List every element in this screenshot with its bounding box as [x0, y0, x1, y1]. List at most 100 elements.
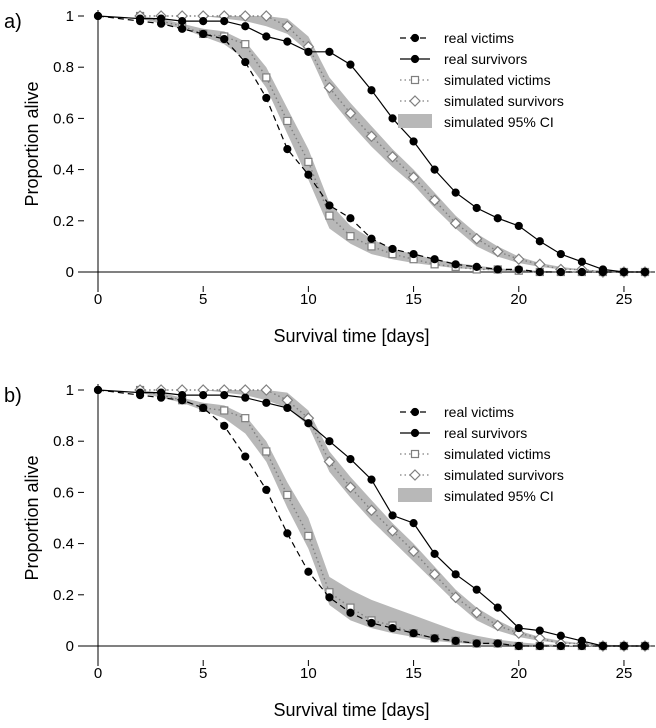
data-point: [346, 232, 355, 241]
data-point: [199, 403, 208, 413]
data-point: [260, 384, 273, 396]
data-point: [283, 116, 292, 126]
x-tick-label: 20: [510, 291, 527, 308]
data-point: [262, 485, 271, 494]
data-point: [367, 618, 376, 628]
data-point: [493, 603, 502, 612]
data-point: [178, 24, 187, 33]
data-point: [514, 265, 523, 274]
y-tick-label: 0.8: [53, 59, 74, 76]
legend-label: simulated survivors: [444, 93, 564, 109]
x-tick-label: 15: [405, 665, 422, 682]
data-point: [407, 171, 420, 184]
data-point: [451, 260, 460, 269]
data-point: [262, 73, 271, 82]
data-point: [533, 258, 546, 271]
data-point: [241, 22, 250, 31]
data-point: [241, 452, 250, 461]
data-point: [491, 619, 504, 632]
series-line: [139, 15, 645, 273]
x-tick-label: 0: [94, 291, 102, 308]
data-point: [325, 47, 334, 56]
y-tick-label: 1: [66, 382, 74, 399]
data-point: [472, 203, 481, 213]
series-line: [140, 15, 645, 273]
data-point: [283, 403, 292, 413]
data-point: [346, 214, 355, 223]
data-point: [283, 529, 292, 538]
data-point: [493, 265, 502, 274]
data-point: [367, 475, 376, 484]
data-point: [262, 32, 271, 41]
data-point: [388, 244, 397, 254]
x-tick-label: 0: [94, 665, 102, 682]
legend-label: simulated 95% CI: [444, 488, 554, 504]
data-point: [367, 234, 376, 243]
data-point: [409, 95, 421, 107]
data-point: [346, 608, 355, 617]
data-point: [157, 14, 166, 23]
data-point: [410, 75, 420, 85]
legend: real victims real survivors simulated vict…: [398, 30, 564, 130]
data-point: [619, 641, 629, 651]
data-point: [241, 40, 250, 49]
data-point: [430, 165, 439, 174]
data-point: [283, 490, 292, 500]
data-point: [451, 636, 460, 645]
data-point: [199, 391, 208, 400]
data-point: [598, 641, 608, 651]
data-point: [619, 267, 629, 277]
data-point: [365, 504, 378, 517]
y-tick-label: 0.8: [53, 433, 74, 450]
data-point: [407, 545, 420, 558]
x-tick-label: 10: [300, 291, 317, 308]
chart-panel: b) 0 5 10 15 20 25 0 0.2 0.4 0.6 0.8 1 Survival time …: [4, 382, 655, 720]
data-point: [283, 145, 292, 154]
data-point: [428, 568, 441, 581]
legend: real victims real survivors simulated vict…: [398, 404, 564, 504]
data-point: [220, 34, 229, 44]
data-point: [577, 257, 586, 266]
legend-swatch: [398, 114, 432, 128]
data-point: [283, 37, 292, 46]
data-point: [451, 188, 460, 197]
x-tick-label: 15: [405, 291, 422, 308]
data-point: [344, 107, 357, 120]
data-point: [472, 262, 481, 271]
data-point: [409, 629, 418, 638]
data-point: [262, 398, 271, 407]
data-point: [470, 232, 483, 245]
x-axis-label: Survival time [days]: [273, 326, 429, 346]
data-point: [199, 29, 208, 39]
x-tick-label: 5: [199, 291, 207, 308]
y-tick-label: 0: [66, 638, 74, 655]
legend-label: real survivors: [444, 51, 527, 67]
data-point: [451, 570, 460, 579]
data-point: [241, 414, 250, 423]
x-tick-label: 25: [616, 665, 633, 682]
data-point: [430, 634, 439, 643]
legend-label: simulated victims: [444, 72, 551, 88]
data-point: [556, 641, 565, 651]
data-point: [514, 641, 523, 651]
data-point: [220, 391, 229, 400]
data-point: [409, 519, 418, 528]
data-point: [410, 428, 420, 438]
data-point: [367, 242, 376, 251]
legend-label: simulated victims: [444, 446, 551, 462]
x-tick-label: 20: [510, 665, 527, 682]
data-point: [199, 17, 208, 26]
data-point: [472, 585, 481, 594]
legend-label: real survivors: [444, 425, 527, 441]
data-point: [367, 86, 376, 95]
data-point: [93, 11, 103, 21]
x-tick-label: 10: [300, 665, 317, 682]
y-tick-label: 0: [66, 264, 74, 281]
data-point: [449, 217, 462, 230]
data-point: [388, 623, 397, 633]
data-point: [135, 388, 145, 397]
data-point: [640, 267, 650, 277]
data-point: [346, 455, 355, 464]
data-point: [93, 385, 103, 395]
